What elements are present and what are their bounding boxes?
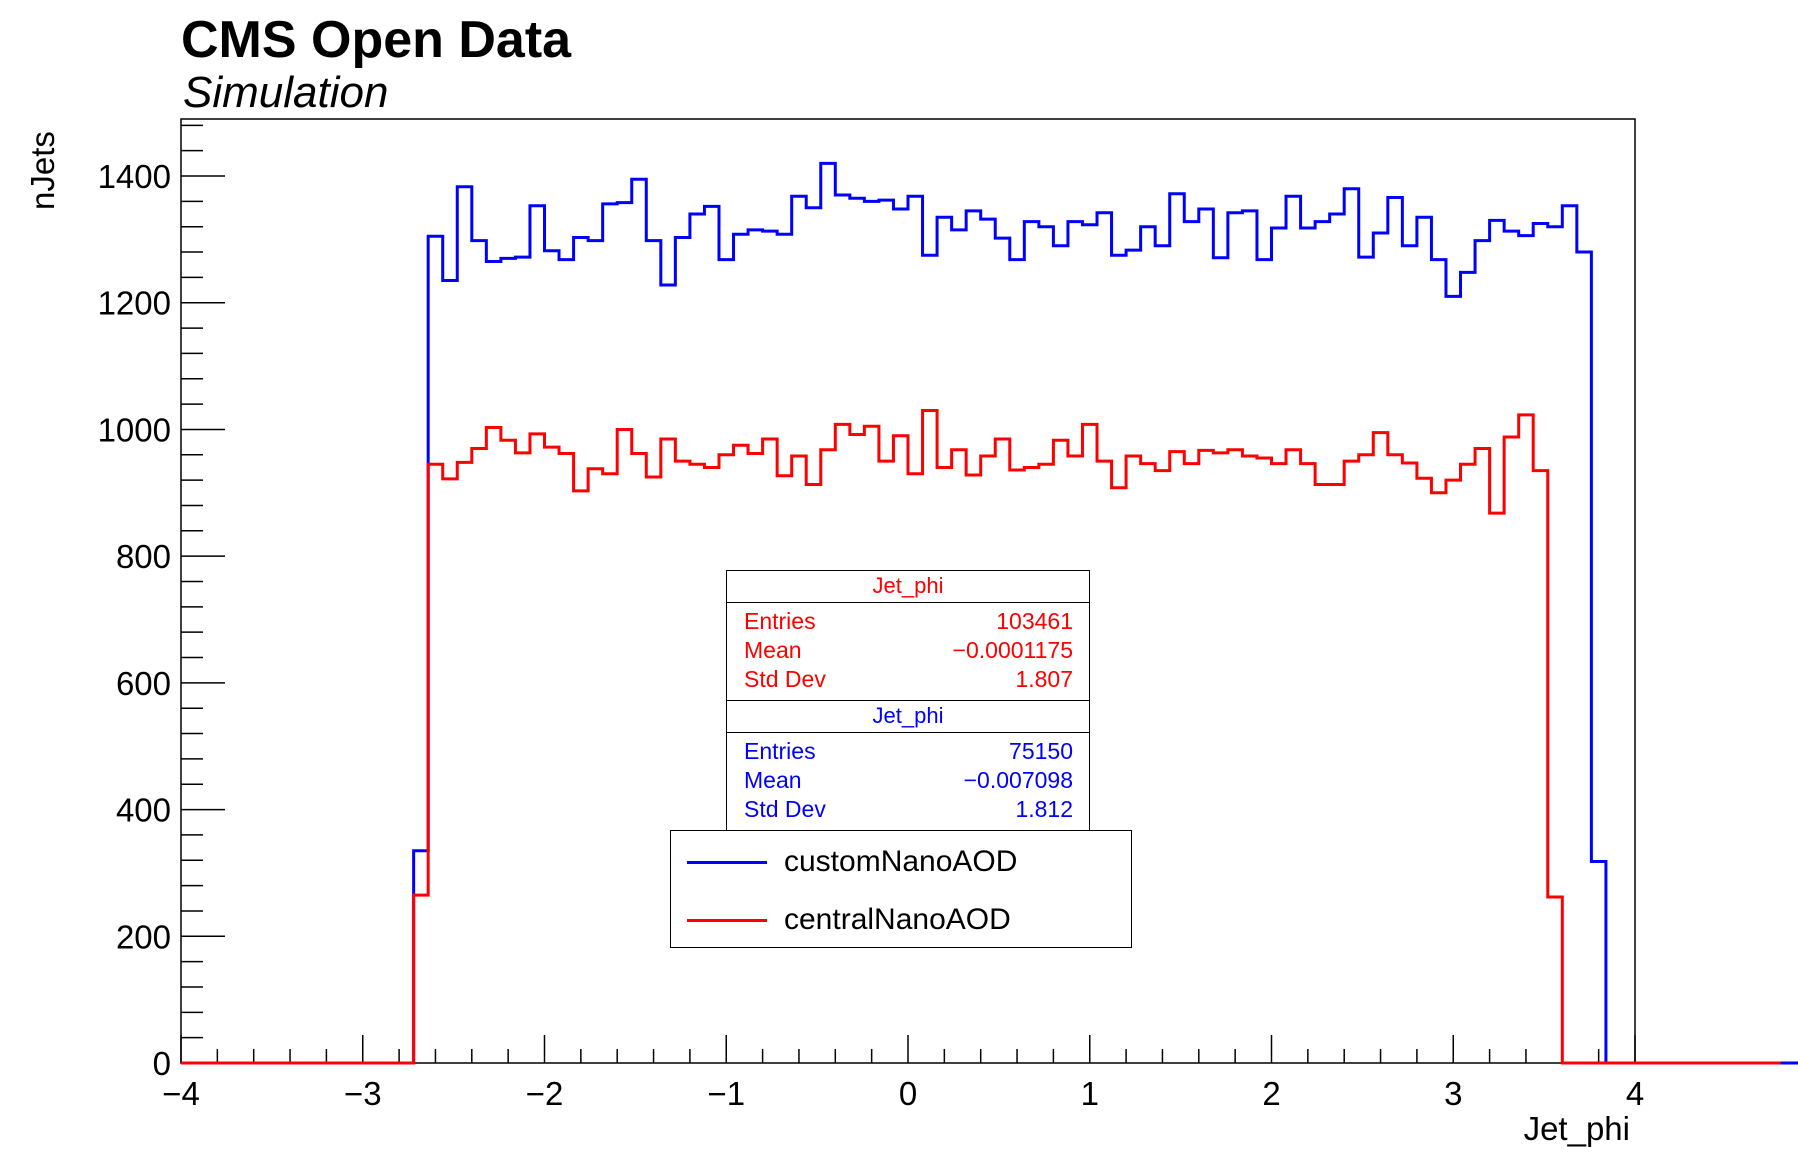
series-line-customNanoAOD bbox=[181, 161, 1798, 1065]
y-tick-label: 800 bbox=[116, 538, 171, 575]
axis-tick-labels: −4 −3 −2 −1 0 1 2 3 4 0 200 400 600 800 1000 1200 1400 bbox=[98, 158, 1645, 1112]
y-tick-label: 1200 bbox=[98, 285, 171, 322]
y-tick-label: 1400 bbox=[98, 158, 171, 195]
stats-row-mean: Mean −0.0001175 bbox=[744, 636, 1073, 665]
x-tick-label: −2 bbox=[526, 1075, 564, 1112]
y-tick-label: 200 bbox=[116, 918, 171, 955]
stats-row-mean: Mean −0.007098 bbox=[744, 766, 1073, 795]
stats-value: 1.812 bbox=[1015, 796, 1073, 822]
stats-label: Mean bbox=[744, 637, 802, 663]
y-tick-label: 1000 bbox=[98, 411, 171, 448]
stats-label: Std Dev bbox=[744, 666, 826, 692]
legend-swatch bbox=[687, 918, 767, 922]
plot-subtitle: Simulation bbox=[183, 68, 389, 117]
stats-value: 1.807 bbox=[1015, 666, 1073, 692]
x-tick-label: −4 bbox=[162, 1075, 200, 1112]
stats-row-stddev: Std Dev 1.807 bbox=[744, 665, 1073, 694]
y-axis-label: nJets bbox=[24, 131, 61, 210]
y-tick-label: 0 bbox=[153, 1045, 171, 1082]
x-tick-label: 1 bbox=[1081, 1075, 1099, 1112]
stats-label: Std Dev bbox=[744, 796, 826, 822]
legend-swatch bbox=[687, 860, 767, 864]
legend-label: centralNanoAOD bbox=[784, 903, 1011, 936]
stats-value: −0.007098 bbox=[963, 767, 1073, 793]
x-tick-label: 3 bbox=[1444, 1075, 1462, 1112]
x-tick-label: 2 bbox=[1262, 1075, 1280, 1112]
legend-item-central: centralNanoAOD bbox=[687, 903, 1011, 937]
legend-item-custom: customNanoAOD bbox=[687, 845, 1017, 879]
x-axis-label: Jet_phi bbox=[1523, 1110, 1630, 1147]
legend: customNanoAOD centralNanoAOD bbox=[670, 830, 1132, 948]
legend-label: customNanoAOD bbox=[784, 845, 1018, 878]
axis-ticks bbox=[180, 124, 1636, 1064]
y-tick-label: 600 bbox=[116, 665, 171, 702]
stats-row-entries: Entries 103461 bbox=[744, 607, 1073, 636]
stats-label: Entries bbox=[744, 608, 816, 634]
stats-header: Jet_phi bbox=[727, 701, 1089, 733]
series-line-centralNanoAOD bbox=[181, 408, 1781, 1065]
stats-block-central: Jet_phi Entries 103461 Mean −0.0001175 Std… bbox=[727, 571, 1089, 701]
stats-value: −0.0001175 bbox=[952, 637, 1073, 663]
stats-value: 75150 bbox=[1009, 738, 1073, 764]
stats-block-custom: Jet_phi Entries 75150 Mean −0.007098 Std D… bbox=[727, 701, 1089, 830]
stats-box: Jet_phi Entries 103461 Mean −0.0001175 Std… bbox=[726, 570, 1090, 831]
stats-label: Mean bbox=[744, 767, 802, 793]
y-tick-label: 400 bbox=[116, 792, 171, 829]
x-tick-label: 0 bbox=[899, 1075, 917, 1112]
stats-row-entries: Entries 75150 bbox=[744, 737, 1073, 766]
stats-header: Jet_phi bbox=[727, 571, 1089, 603]
x-tick-label: 4 bbox=[1626, 1075, 1644, 1112]
stats-label: Entries bbox=[744, 738, 816, 764]
stats-row-stddev: Std Dev 1.812 bbox=[744, 795, 1073, 824]
x-tick-label: −1 bbox=[707, 1075, 745, 1112]
x-tick-label: −3 bbox=[344, 1075, 382, 1112]
stats-value: 103461 bbox=[996, 608, 1073, 634]
histogram-series bbox=[181, 161, 1798, 1065]
plot-title: CMS Open Data bbox=[181, 11, 572, 69]
